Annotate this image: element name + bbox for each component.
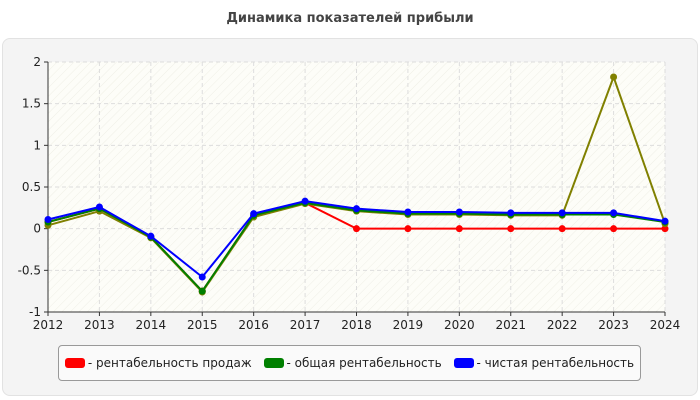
data-point: [301, 197, 309, 205]
data-point: [610, 225, 618, 233]
x-tick-label: 2023: [598, 318, 629, 332]
legend: - рентабельность продаж - общая рентабел…: [58, 345, 641, 381]
data-point: [610, 73, 618, 81]
data-point: [661, 225, 669, 233]
data-point: [95, 203, 103, 211]
y-tick-label: -0.5: [18, 263, 41, 277]
x-tick-label: 2021: [495, 318, 526, 332]
x-tick-label: 2018: [341, 318, 372, 332]
x-tick-label: 2013: [84, 318, 115, 332]
data-point: [507, 225, 515, 233]
data-point: [198, 287, 206, 295]
legend-label: - общая рентабельность: [286, 356, 442, 370]
x-tick-label: 2015: [187, 318, 218, 332]
data-point: [610, 209, 618, 217]
legend-label: - рентабельность продаж: [87, 356, 252, 370]
data-point: [507, 209, 515, 217]
data-point: [198, 273, 206, 281]
x-tick-label: 2024: [650, 318, 681, 332]
data-point: [558, 225, 566, 233]
x-tick-label: 2014: [136, 318, 167, 332]
legend-label: - чистая рентабельность: [476, 356, 635, 370]
data-point: [404, 208, 412, 216]
legend-item-total: - общая рентабельность: [263, 356, 442, 370]
x-tick-label: 2016: [238, 318, 269, 332]
y-tick-label: 1: [33, 138, 41, 152]
y-tick-label: 0: [33, 222, 41, 236]
legend-swatch: [453, 358, 474, 368]
data-point: [661, 217, 669, 225]
data-point: [404, 225, 412, 233]
y-tick-label: 0.5: [22, 180, 41, 194]
x-tick-label: 2020: [444, 318, 475, 332]
x-tick-label: 2022: [547, 318, 578, 332]
legend-item-sales: - рентабельность продаж: [64, 356, 252, 370]
data-point: [353, 205, 360, 213]
legend-item-net: - чистая рентабельность: [453, 356, 635, 370]
x-tick-label: 2012: [33, 318, 64, 332]
chart-title: Динамика показателей прибыли: [226, 11, 474, 26]
data-point: [353, 225, 360, 233]
data-point: [147, 232, 155, 240]
data-point: [558, 209, 566, 217]
x-tick-label: 2019: [393, 318, 424, 332]
y-tick-label: -1: [29, 305, 41, 319]
data-point: [455, 225, 463, 233]
data-point: [455, 208, 463, 216]
data-point: [44, 216, 52, 223]
data-point: [250, 210, 258, 218]
legend-swatch: [64, 358, 85, 368]
y-tick-label: 2: [33, 55, 41, 69]
y-tick-label: 1.5: [22, 97, 41, 111]
legend-swatch: [263, 358, 284, 368]
x-tick-label: 2017: [290, 318, 321, 332]
